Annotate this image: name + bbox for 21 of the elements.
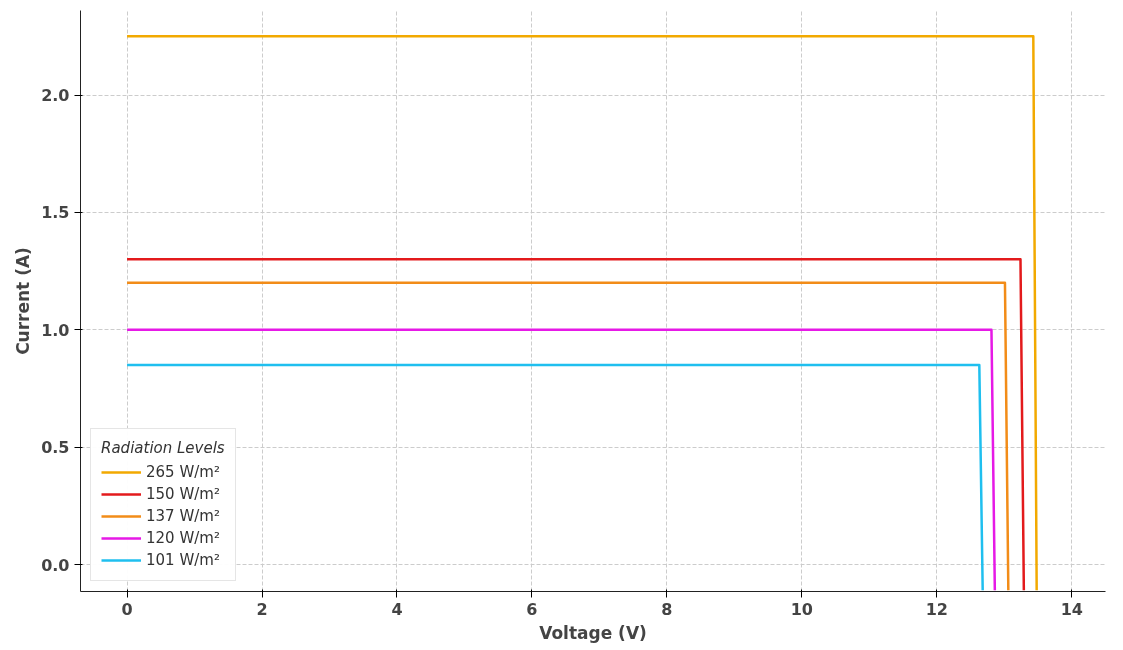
y-tick-label: 1.5 (41, 203, 70, 223)
y-tick-label: 1.0 (41, 320, 70, 340)
legend-label: 265 W/m² (146, 463, 220, 481)
x-axis-title: Voltage (V) (539, 622, 647, 643)
y-tick-label: 2.0 (41, 86, 70, 106)
x-tick-label: 6 (526, 599, 538, 619)
y-tick-label: 0.5 (41, 438, 70, 458)
legend-label: 150 W/m² (146, 485, 220, 503)
y-axis-title: Current (A) (13, 247, 34, 355)
x-tick-label: 0 (121, 599, 133, 619)
x-tick-label: 2 (256, 599, 268, 619)
x-tick-label: 4 (391, 599, 403, 619)
y-tick-label: 0.0 (41, 555, 70, 575)
legend-label: 101 W/m² (146, 551, 220, 569)
legend-label: 137 W/m² (146, 507, 220, 525)
x-tick-label: 8 (661, 599, 673, 619)
x-tick-label: 10 (790, 599, 813, 619)
legend-title: Radiation Levels (101, 439, 225, 457)
legend-label: 120 W/m² (146, 529, 220, 547)
x-tick-label: 14 (1060, 599, 1083, 619)
x-tick-label: 12 (925, 599, 948, 619)
